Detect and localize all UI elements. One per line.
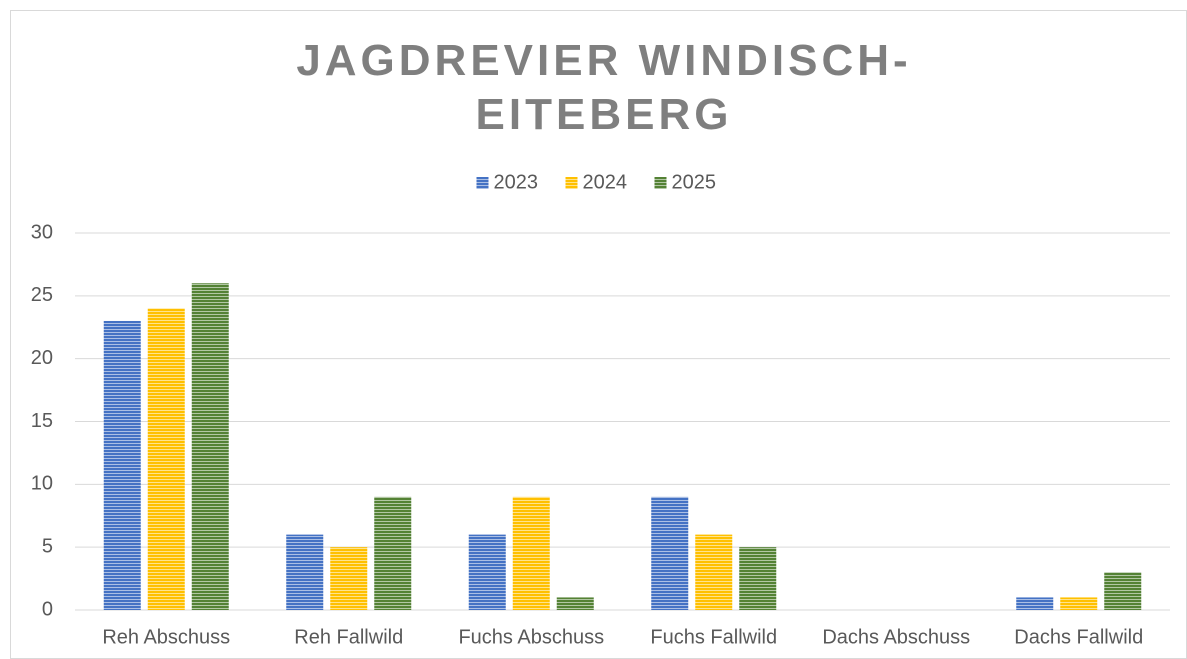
bar — [468, 534, 506, 610]
y-tick-label: 10 — [31, 473, 53, 495]
legend-label: 2024 — [583, 171, 628, 193]
bar — [103, 320, 141, 610]
bar — [651, 496, 689, 610]
bar — [286, 534, 324, 610]
bar — [1060, 597, 1098, 610]
x-tick-label: Dachs Fallwild — [1014, 626, 1143, 648]
y-tick-label: 0 — [42, 598, 53, 620]
bar — [739, 547, 777, 610]
x-tick-label: Fuchs Abschuss — [458, 626, 604, 648]
legend-swatch — [565, 177, 578, 189]
legend-swatch — [654, 177, 667, 189]
bar — [147, 308, 185, 610]
x-tick-label: Fuchs Fallwild — [650, 626, 777, 648]
bar — [1104, 572, 1142, 610]
chart-title: JAGDREVIER WINDISCH-EITEBERG — [296, 36, 912, 139]
y-tick-label: 15 — [31, 410, 53, 432]
x-tick-label: Reh Fallwild — [294, 626, 403, 648]
bar — [1016, 597, 1054, 610]
x-tick-label: Dachs Abschuss — [822, 626, 970, 648]
legend-label: 2023 — [494, 171, 539, 193]
bar — [695, 534, 733, 610]
bar — [191, 283, 229, 610]
bar — [512, 496, 550, 610]
y-tick-label: 30 — [31, 221, 53, 243]
bar — [330, 547, 368, 610]
legend-label: 2025 — [672, 171, 717, 193]
x-tick-label: Reh Abschuss — [102, 626, 230, 648]
bar — [374, 496, 412, 610]
y-tick-label: 25 — [31, 284, 53, 306]
y-tick-label: 20 — [31, 347, 53, 369]
legend-swatch — [476, 177, 489, 189]
bar — [556, 597, 594, 610]
y-tick-label: 5 — [42, 535, 53, 557]
